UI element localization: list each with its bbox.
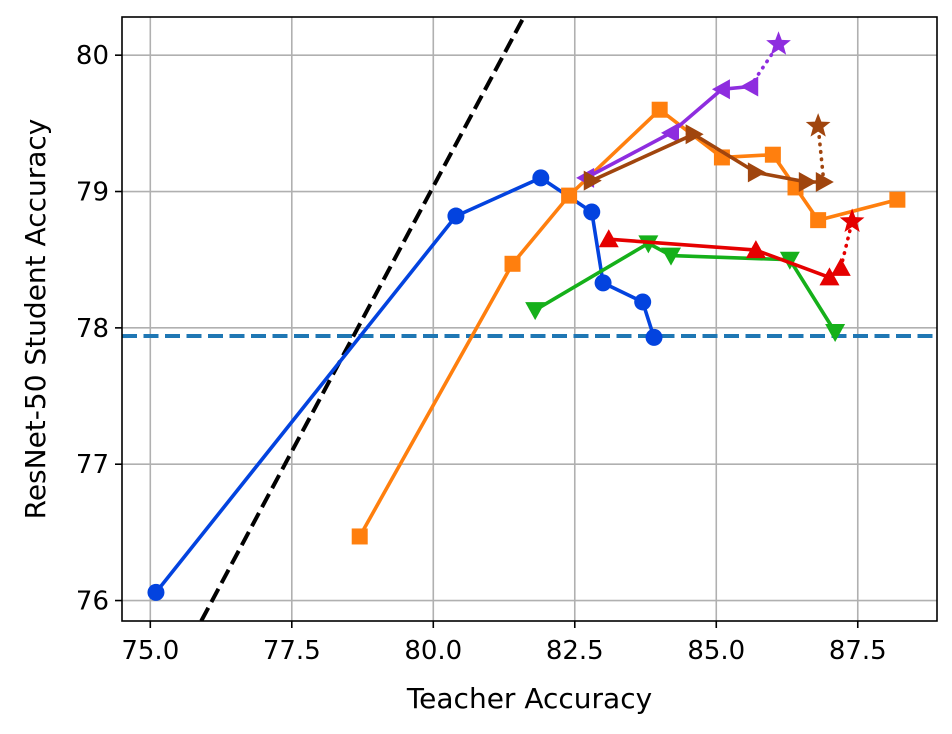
data-point-star — [805, 113, 831, 137]
data-point-star — [766, 31, 791, 55]
data-point-triangle-right — [685, 124, 704, 145]
series-line — [838, 219, 854, 270]
data-point-circle — [447, 207, 465, 225]
series-8 — [805, 113, 831, 184]
ticks: 75.0 77.5 80.0 82.5 85.0 87.5 76 77 78 79 80 — [76, 41, 887, 666]
data-point-triangle-down — [825, 323, 846, 342]
data-point-square — [764, 146, 781, 163]
data-point-square — [504, 255, 521, 272]
data-point-triangle-right — [583, 170, 602, 191]
data-point-square — [561, 187, 578, 204]
series-line — [748, 42, 781, 89]
x-tick-label: 82.5 — [546, 636, 604, 666]
y-tick-label: 80 — [76, 41, 109, 71]
series-2 — [525, 235, 846, 342]
data-point-circle — [147, 583, 165, 601]
data-point-triangle-down — [660, 247, 681, 266]
data-point-triangle-down — [525, 302, 546, 321]
data-point-square — [810, 212, 827, 229]
series-6 — [748, 31, 791, 89]
data-point-square — [351, 528, 368, 545]
x-tick-label: 77.5 — [263, 636, 321, 666]
y-tick-label: 76 — [76, 587, 109, 617]
data-point-circle — [583, 203, 601, 221]
series-group — [147, 31, 906, 601]
y-tick-label: 79 — [76, 178, 109, 208]
plot-frame — [121, 16, 938, 622]
grid — [122, 17, 937, 621]
data-point-circle — [532, 169, 550, 187]
data-point-triangle-right — [798, 171, 817, 192]
x-tick-label: 85.0 — [687, 636, 745, 666]
series-4 — [838, 208, 865, 270]
x-tick-label: 80.0 — [404, 636, 462, 666]
y-axis-label: ResNet-50 Student Accuracy — [19, 119, 52, 520]
data-point-circle — [594, 274, 612, 292]
data-point-square — [889, 191, 906, 208]
series-0 — [147, 169, 663, 601]
data-point-circle — [634, 293, 652, 311]
x-tick-label: 87.5 — [829, 636, 887, 666]
data-point-triangle-up — [819, 267, 840, 286]
series-line — [816, 124, 826, 184]
y-tick-label: 77 — [76, 450, 109, 480]
data-point-circle — [645, 328, 663, 346]
data-point-triangle-up — [598, 229, 619, 248]
reference-lines — [122, 17, 937, 621]
data-point-triangle-down — [638, 235, 659, 254]
data-point-star — [839, 208, 865, 233]
data-point-triangle-down — [779, 251, 800, 270]
diagonal-reference-line — [199, 17, 526, 621]
x-axis-label: Teacher Accuracy — [406, 682, 652, 715]
x-tick-label: 75.0 — [121, 636, 179, 666]
data-point-triangle-up — [745, 240, 766, 259]
series-line — [585, 84, 751, 180]
data-point-square — [651, 101, 668, 118]
data-point-triangle-right — [747, 162, 766, 183]
data-point-triangle-left — [660, 122, 679, 143]
y-tick-label: 78 — [76, 314, 109, 344]
series-5 — [576, 76, 759, 188]
data-point-triangle-left — [711, 79, 730, 100]
